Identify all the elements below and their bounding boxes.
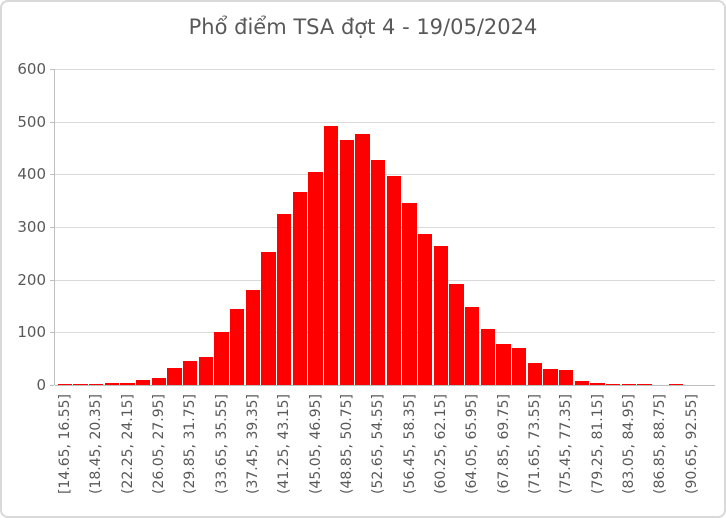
- histogram-bar: [574, 380, 590, 385]
- histogram-bar: [543, 368, 558, 385]
- x-tick-label: (64.05, 65.95]: [464, 394, 481, 494]
- histogram-bar: [386, 176, 402, 385]
- x-tick-label: (29.85, 31.75]: [182, 394, 199, 494]
- histogram-bar: [104, 383, 120, 385]
- histogram-bar: [245, 289, 261, 385]
- histogram-bar: [417, 233, 433, 385]
- x-tick-label: (37.45, 39.35]: [244, 394, 261, 494]
- x-tick-label: (60.25, 62.15]: [432, 394, 449, 494]
- gridline-y-0: [55, 385, 715, 386]
- histogram-bar: [276, 214, 292, 385]
- x-tick-label: (48.85, 50.75]: [338, 394, 355, 494]
- histogram-bar: [198, 356, 214, 385]
- x-tick-label: (22.25, 24.15]: [119, 394, 136, 494]
- histogram-bar: [323, 126, 339, 385]
- histogram-bar: [496, 344, 511, 385]
- y-axis-tick: [50, 69, 54, 70]
- y-axis-tick: [50, 121, 54, 123]
- histogram-bar: [229, 309, 245, 385]
- x-tick-label: (71.65, 73.55]: [526, 394, 543, 494]
- x-tick-label: (79.25, 81.15]: [589, 394, 606, 494]
- x-tick-label: (56.45, 58.35]: [401, 394, 418, 494]
- y-axis-tick: [50, 227, 54, 228]
- histogram-bar: [590, 382, 605, 385]
- histogram-bar: [480, 328, 496, 385]
- histogram-bar: [73, 383, 88, 385]
- histogram-bar: [355, 133, 370, 385]
- x-tick-label: (52.65, 54.55]: [370, 394, 387, 494]
- histogram-bar: [433, 245, 449, 385]
- histogram-bar: [339, 139, 355, 385]
- y-tick-label: 200: [17, 270, 46, 289]
- y-axis-tick: [50, 174, 54, 176]
- x-tick-label: (26.05, 27.95]: [150, 394, 167, 494]
- y-axis-tick: [50, 385, 54, 386]
- y-tick-label: 0: [36, 376, 46, 394]
- histogram-bar: [151, 377, 167, 385]
- histogram-bar: [261, 251, 276, 385]
- histogram-bar: [88, 383, 104, 385]
- histogram-bar: [668, 383, 684, 385]
- y-axis-tick: [50, 332, 54, 334]
- histogram-bar: [527, 363, 543, 385]
- histogram-bar: [214, 332, 229, 385]
- histogram-bar: [464, 307, 480, 385]
- x-tick-label: (18.45, 20.35]: [88, 394, 105, 494]
- x-tick-label: (75.45, 77.35]: [558, 394, 575, 494]
- y-tick-label: 400: [17, 165, 46, 184]
- y-tick-label: 600: [17, 60, 46, 78]
- histogram-bar: [182, 360, 198, 385]
- histogram-bar: [558, 370, 574, 385]
- histogram-bar: [120, 382, 135, 385]
- x-tick-label: (45.05, 46.95]: [307, 394, 324, 494]
- gridline-y-500: [55, 121, 715, 123]
- histogram-bar: [57, 384, 73, 385]
- x-tick-label: (33.65, 35.55]: [213, 394, 230, 494]
- histogram-bar: [292, 192, 308, 385]
- histogram-bar: [449, 284, 464, 385]
- y-tick-label: 300: [17, 218, 46, 236]
- x-tick-label: (67.85, 69.75]: [495, 394, 512, 494]
- histogram-bar: [402, 202, 417, 385]
- chart-title: Phổ điểm TSA đợt 4 - 19/05/2024: [188, 15, 538, 39]
- y-tick-label: 500: [17, 112, 46, 131]
- x-tick-label: [14.65, 16.55]: [56, 394, 73, 494]
- histogram-bar: [370, 160, 386, 385]
- histogram-bar: [621, 383, 637, 385]
- x-tick-label: (90.65, 92.55]: [683, 394, 700, 494]
- y-axis-line: [54, 69, 55, 385]
- y-axis-tick: [50, 279, 54, 281]
- histogram-bar: [135, 380, 151, 385]
- x-tick-label: (86.85, 88.75]: [652, 394, 669, 494]
- histogram-bar: [605, 383, 621, 385]
- histogram-bar: [308, 171, 323, 385]
- y-tick-label: 100: [17, 323, 46, 342]
- x-tick-label: (83.05, 84.95]: [620, 394, 637, 494]
- histogram-bar: [167, 367, 182, 385]
- histogram-bar: [511, 347, 527, 385]
- histogram-bar: [637, 383, 652, 385]
- gridline-y-600: [55, 69, 715, 70]
- x-tick-label: (41.25, 43.15]: [276, 394, 293, 494]
